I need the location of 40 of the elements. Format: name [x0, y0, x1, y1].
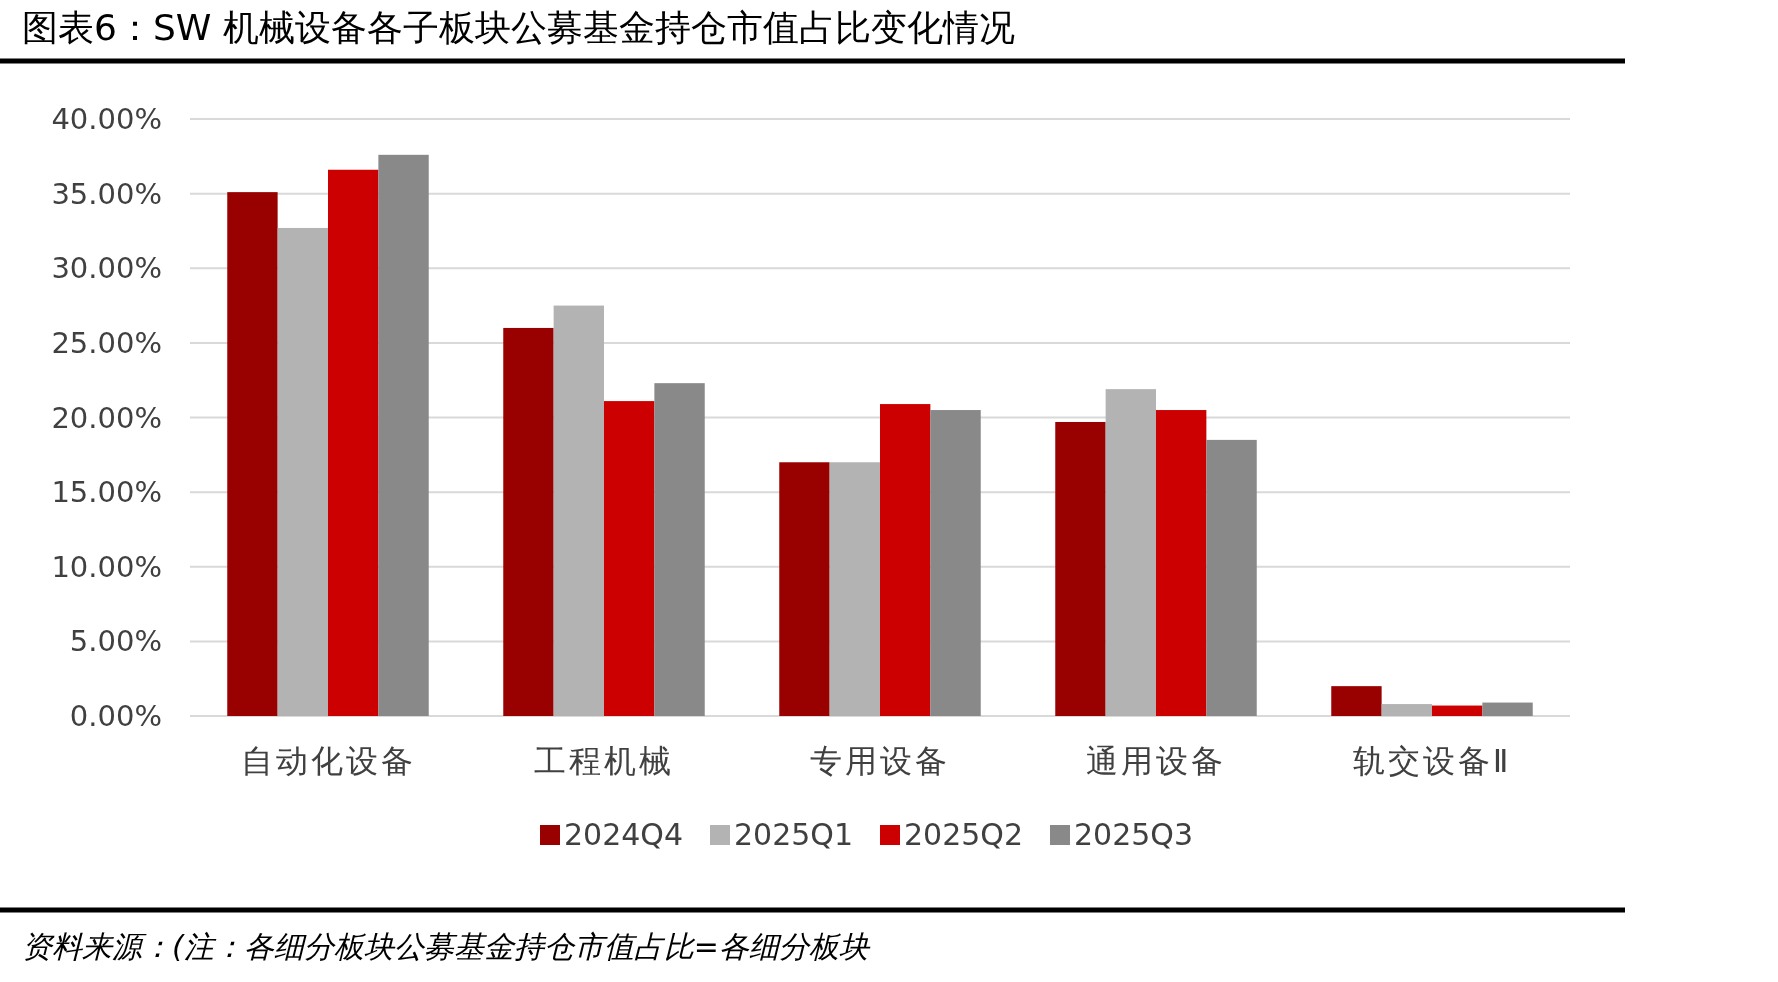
bar: [1156, 410, 1207, 716]
bar: [1206, 439, 1257, 716]
text: 资料来源：(注：各细分板块公募基金持仓市值占比=各细分板块: [22, 929, 871, 964]
legend-label: 2025Q3: [1074, 817, 1194, 852]
y-tick-label: 10.00%: [51, 549, 162, 584]
bar: [553, 305, 604, 716]
bar: [779, 462, 830, 716]
bar: [1432, 705, 1483, 716]
bar: [1331, 686, 1382, 716]
y-tick-label: 35.00%: [51, 176, 162, 211]
y-tick-label: 5.00%: [69, 624, 162, 659]
y-tick-label: 30.00%: [51, 251, 162, 286]
bar: [1381, 704, 1432, 716]
bar: [277, 227, 328, 716]
x-tick-label: 自动化设备: [240, 742, 416, 780]
x-tick-label: 轨交设备Ⅱ: [1352, 742, 1512, 780]
y-tick-label: 15.00%: [51, 475, 162, 510]
chart-title: 图表6：SW 机械设备各子板块公募基金持仓市值占比变化情况: [22, 7, 1015, 48]
bar: [1105, 389, 1156, 716]
x-tick-label: 工程机械: [534, 742, 674, 780]
bar: [328, 169, 379, 716]
y-tick-label: 25.00%: [51, 325, 162, 360]
y-tick-label: 0.00%: [69, 699, 162, 733]
bar: [1055, 421, 1106, 716]
legend-label: 2025Q2: [904, 817, 1024, 852]
legend-label: 2024Q4: [564, 817, 684, 852]
bar: [829, 462, 880, 716]
legend-label: 2025Q1: [734, 817, 854, 852]
bar: [880, 404, 931, 716]
bar: [227, 192, 278, 716]
y-tick-label: 40.00%: [51, 102, 162, 136]
bar: [1482, 702, 1533, 716]
bar: [604, 401, 655, 716]
bar: [654, 383, 705, 716]
x-tick-label: 专用设备: [810, 742, 950, 780]
bar: [378, 154, 429, 716]
bar: [930, 410, 981, 716]
y-tick-label: 20.00%: [51, 400, 162, 435]
bar: [503, 327, 554, 716]
x-tick-label: 通用设备: [1086, 742, 1226, 780]
